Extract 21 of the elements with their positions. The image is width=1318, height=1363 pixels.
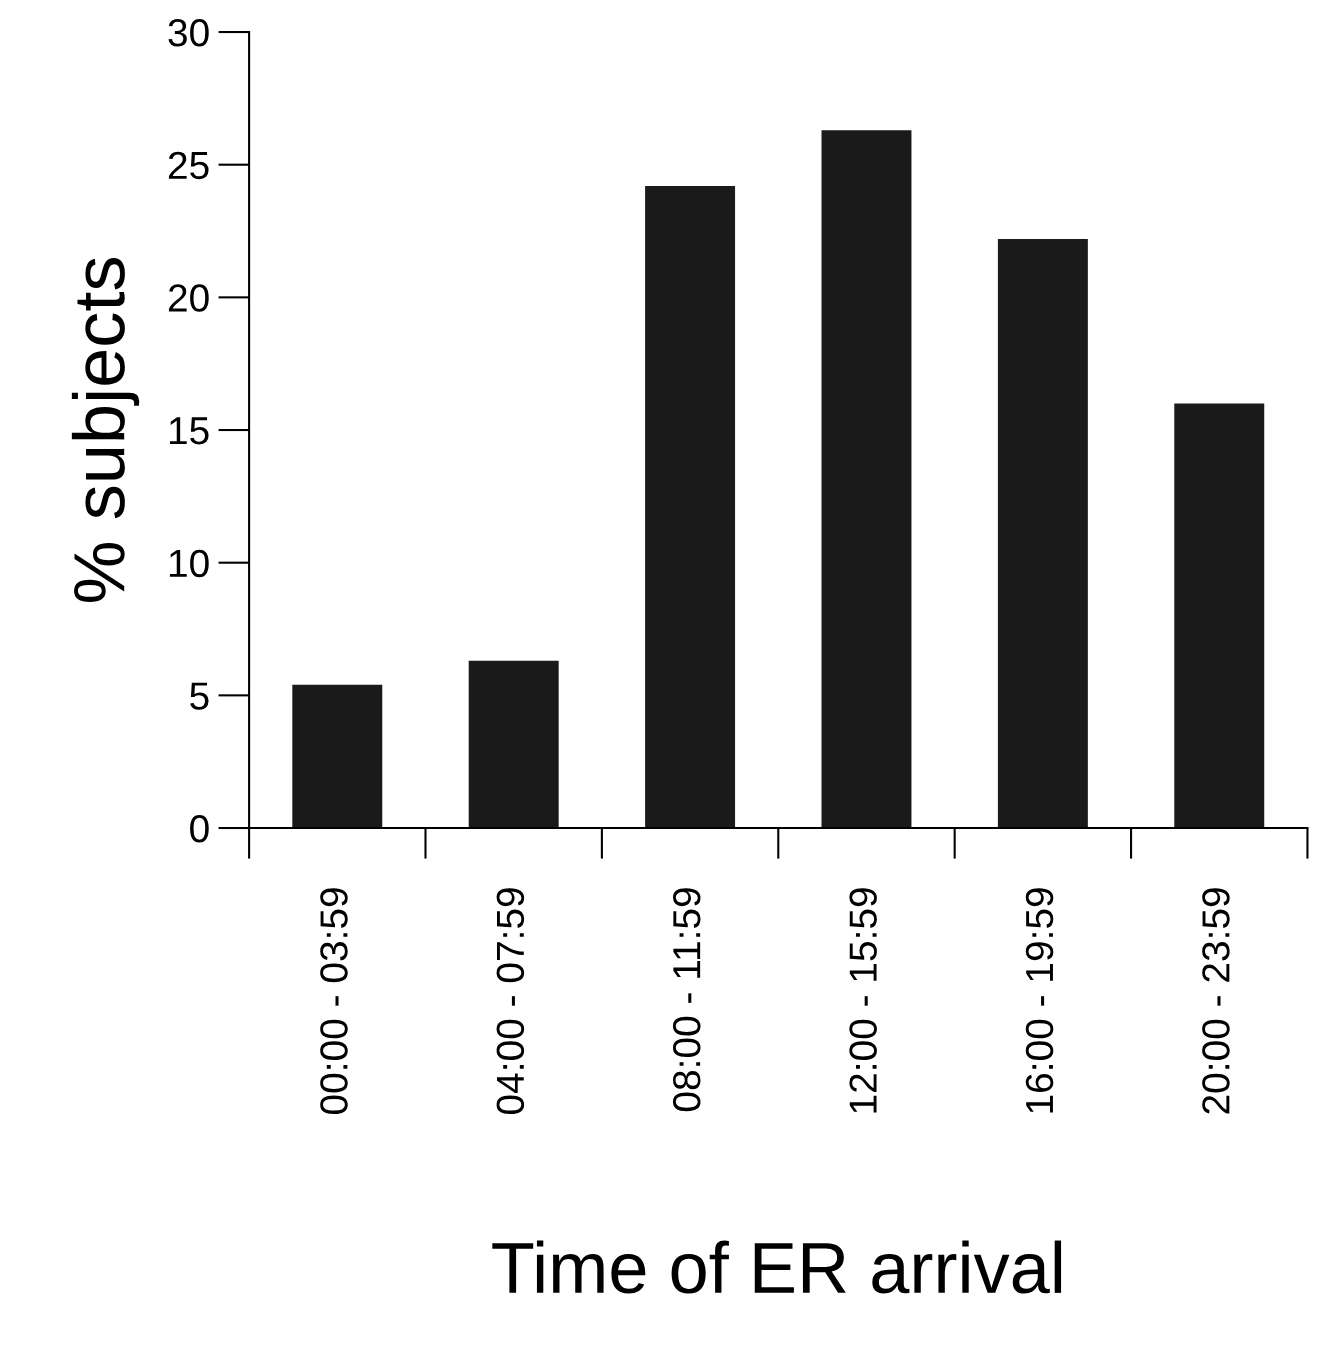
x-axis-title: Time of ER arrival — [492, 1240, 1062, 1294]
bar — [821, 130, 912, 829]
x-tick-label: 12:00 - 15:59 — [849, 888, 877, 1113]
y-tick-label: 10 — [169, 549, 209, 578]
y-tick-label: 15 — [169, 417, 209, 445]
bar — [468, 660, 559, 829]
x-tick-label: 04:00 - 07:59 — [496, 888, 525, 1115]
y-tick-label: 20 — [168, 284, 209, 312]
bar — [1174, 403, 1265, 829]
x-tick-label: 08:00 - 11:59 — [672, 888, 701, 1112]
bar — [997, 238, 1088, 829]
y-tick-label: 30 — [168, 18, 209, 47]
x-tick-label: 16:00 - 19:59 — [1025, 888, 1054, 1113]
y-tick-label: 5 — [190, 682, 209, 710]
x-tick-label: 00:00 - 03:59 — [320, 888, 348, 1115]
x-tick-label: 20:00 - 23:59 — [1202, 888, 1230, 1114]
y-tick-label: 0 — [190, 814, 209, 843]
y-tick-label: 25 — [168, 151, 209, 180]
bar — [292, 684, 383, 829]
bar — [645, 185, 736, 829]
y-axis-title: % subjects — [71, 258, 140, 603]
